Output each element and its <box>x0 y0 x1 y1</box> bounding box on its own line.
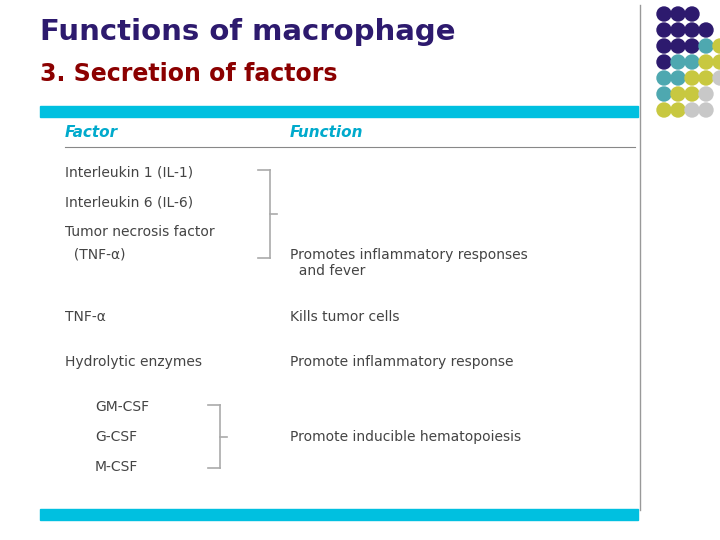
Circle shape <box>685 55 699 69</box>
Circle shape <box>657 103 671 117</box>
Circle shape <box>671 39 685 53</box>
Text: Promotes inflammatory responses
  and fever: Promotes inflammatory responses and feve… <box>290 248 528 278</box>
Text: Function: Function <box>290 125 364 140</box>
Text: 3. Secretion of factors: 3. Secretion of factors <box>40 62 338 86</box>
Circle shape <box>699 55 713 69</box>
Circle shape <box>699 39 713 53</box>
Circle shape <box>685 23 699 37</box>
Circle shape <box>713 39 720 53</box>
Circle shape <box>657 7 671 21</box>
Circle shape <box>685 39 699 53</box>
Bar <box>40 509 638 520</box>
Circle shape <box>671 23 685 37</box>
Circle shape <box>657 71 671 85</box>
Text: Factor: Factor <box>65 125 118 140</box>
Circle shape <box>699 71 713 85</box>
Circle shape <box>671 7 685 21</box>
Circle shape <box>671 103 685 117</box>
Circle shape <box>685 71 699 85</box>
Circle shape <box>713 55 720 69</box>
Text: Promote inducible hematopoiesis: Promote inducible hematopoiesis <box>290 430 521 444</box>
Circle shape <box>699 103 713 117</box>
Text: M-CSF: M-CSF <box>95 460 138 474</box>
Text: TNF-α: TNF-α <box>65 310 106 324</box>
Text: Promote inflammatory response: Promote inflammatory response <box>290 355 513 369</box>
Circle shape <box>657 87 671 101</box>
Circle shape <box>657 23 671 37</box>
Circle shape <box>699 87 713 101</box>
Text: Interleukin 1 (IL-1): Interleukin 1 (IL-1) <box>65 165 193 179</box>
Text: Functions of macrophage: Functions of macrophage <box>40 18 456 46</box>
Circle shape <box>685 87 699 101</box>
Text: Tumor necrosis factor: Tumor necrosis factor <box>65 225 215 239</box>
Circle shape <box>685 103 699 117</box>
Bar <box>40 106 638 117</box>
Text: G-CSF: G-CSF <box>95 430 137 444</box>
Circle shape <box>671 55 685 69</box>
Text: Interleukin 6 (IL-6): Interleukin 6 (IL-6) <box>65 195 193 209</box>
Circle shape <box>671 87 685 101</box>
Circle shape <box>699 23 713 37</box>
Text: Hydrolytic enzymes: Hydrolytic enzymes <box>65 355 202 369</box>
Circle shape <box>685 7 699 21</box>
Text: GM-CSF: GM-CSF <box>95 400 149 414</box>
Circle shape <box>657 55 671 69</box>
Circle shape <box>671 71 685 85</box>
Text: Kills tumor cells: Kills tumor cells <box>290 310 400 324</box>
Circle shape <box>657 39 671 53</box>
Text: (TNF-α): (TNF-α) <box>65 248 125 262</box>
Circle shape <box>713 71 720 85</box>
